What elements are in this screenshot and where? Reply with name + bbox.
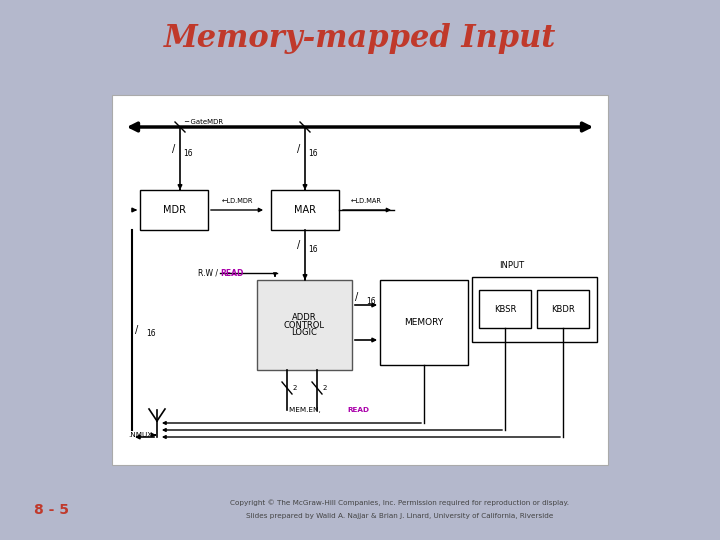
Text: READ: READ (347, 407, 369, 413)
Text: CONTROL: CONTROL (284, 321, 325, 329)
Text: KBSR: KBSR (494, 305, 516, 314)
Bar (257, 280, 352, 370)
Text: INPUT: INPUT (500, 260, 525, 269)
Bar (140, 190, 208, 230)
Text: 2: 2 (323, 385, 328, 391)
Text: 16: 16 (308, 245, 318, 253)
Text: .NMUX: .NMUX (127, 432, 152, 438)
Text: 2: 2 (293, 385, 297, 391)
Text: MDR: MDR (163, 205, 186, 215)
Text: MAR: MAR (294, 205, 316, 215)
Text: 16: 16 (183, 148, 193, 158)
Text: R.W /: R.W / (197, 268, 220, 278)
Text: /: / (297, 144, 301, 154)
Bar (479, 290, 531, 328)
Bar (472, 277, 597, 342)
Text: MEM.EN,: MEM.EN, (289, 407, 323, 413)
Text: /: / (297, 240, 301, 250)
Text: 8 - 5: 8 - 5 (35, 503, 70, 517)
Text: /: / (135, 325, 139, 335)
Text: Slides prepared by Walid A. Najjar & Brian J. Linard, University of California, : Slides prepared by Walid A. Najjar & Bri… (246, 513, 554, 519)
Bar (380, 280, 468, 365)
Text: Memory-mapped Input: Memory-mapped Input (164, 23, 556, 53)
Text: ←LD.MAR: ←LD.MAR (351, 198, 382, 204)
Bar (537, 290, 589, 328)
Text: Copyright © The McGraw-Hill Companies, Inc. Permission required for reproduction: Copyright © The McGraw-Hill Companies, I… (230, 500, 570, 507)
Text: KBDR: KBDR (551, 305, 575, 314)
Text: 16: 16 (366, 296, 376, 306)
Text: /: / (356, 292, 359, 302)
Text: ADDR: ADDR (292, 313, 317, 322)
Text: ─ GateMDR: ─ GateMDR (184, 119, 223, 125)
Text: MEMORY: MEMORY (405, 318, 444, 327)
Bar (112, 95, 608, 465)
Bar (271, 190, 339, 230)
Text: /: / (172, 144, 176, 154)
Text: LOGIC: LOGIC (292, 328, 318, 337)
Text: 16: 16 (146, 329, 156, 339)
Text: READ: READ (220, 268, 243, 278)
Text: 16: 16 (308, 148, 318, 158)
Text: ←LD.MDR: ←LD.MDR (221, 198, 253, 204)
